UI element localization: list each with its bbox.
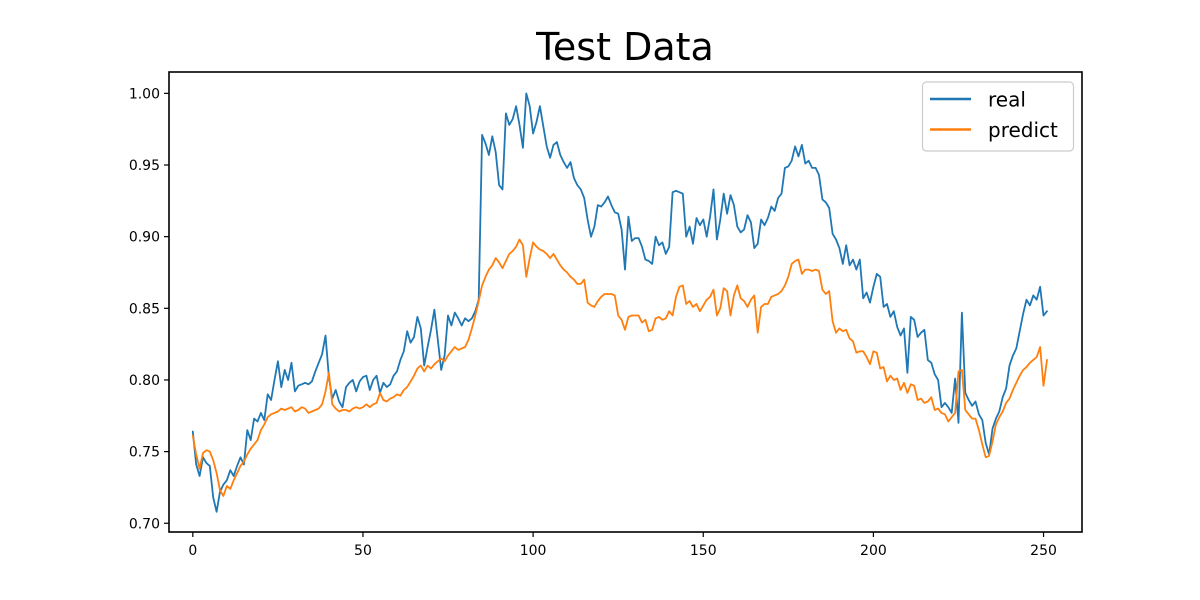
y-tick-label: 1.00 xyxy=(129,86,160,102)
y-tick-label: 0.75 xyxy=(129,445,160,461)
legend-predict-label: predict xyxy=(988,118,1058,142)
series-line-predict xyxy=(191,238,1048,497)
legend-real-label: real xyxy=(988,88,1026,112)
plot-area: 0 50 100 150 200 250 0.70 0.75 0.80 0.85 0.90 0.95 1… xyxy=(129,86,1057,559)
x-tick-label: 100 xyxy=(520,543,547,559)
chart-title: Test Data xyxy=(535,25,714,69)
x-tick-label: 250 xyxy=(1030,543,1057,559)
x-tick-label: 50 xyxy=(354,543,372,559)
y-tick-label: 0.85 xyxy=(129,301,160,317)
legend: real predict xyxy=(921,81,1075,152)
y-tick-label: 0.95 xyxy=(129,158,160,174)
axes-frame xyxy=(168,71,1083,533)
x-tick-label: 200 xyxy=(860,543,887,559)
y-tick-label: 0.70 xyxy=(129,516,160,532)
x-tick-label: 150 xyxy=(690,543,717,559)
y-tick-label: 0.80 xyxy=(129,373,160,389)
series-line-real xyxy=(191,92,1048,513)
y-tick-label: 0.90 xyxy=(129,230,160,246)
x-tick-label: 0 xyxy=(188,543,197,559)
